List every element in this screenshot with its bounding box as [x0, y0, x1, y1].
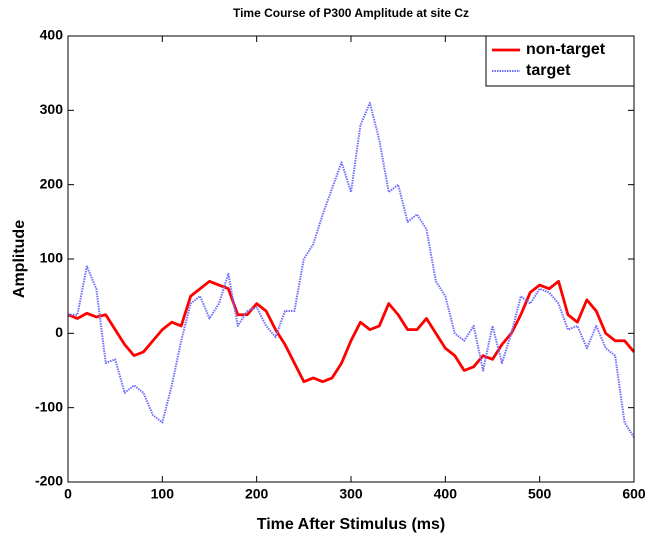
- line-series: [68, 101, 635, 438]
- y-axis-label: Amplitude: [11, 220, 28, 298]
- chart-title: Time Course of P300 Amplitude at site Cz: [233, 6, 469, 20]
- y-tick-label: 100: [40, 250, 64, 266]
- x-tick-label: 0: [64, 486, 72, 502]
- y-tick-label: -200: [35, 473, 63, 489]
- y-tick-label: 200: [40, 175, 64, 191]
- y-tick-label: -100: [35, 398, 63, 414]
- y-tick-label: 0: [55, 324, 63, 340]
- x-tick-label: 100: [151, 486, 175, 502]
- legend-label: non-target: [526, 41, 606, 58]
- plot-frame: [67, 35, 635, 483]
- x-tick-label: 200: [245, 486, 269, 502]
- y-tick-label: 300: [40, 101, 64, 117]
- x-tick-label: 400: [434, 486, 458, 502]
- legend-box: [485, 35, 635, 87]
- legend-label: target: [526, 62, 571, 79]
- x-tick-label: 600: [622, 486, 646, 502]
- x-axis-label: Time After Stimulus (ms): [257, 516, 445, 533]
- x-tick-label: 500: [528, 486, 552, 502]
- line-series: [67, 279, 636, 384]
- y-tick-label: 400: [40, 27, 64, 43]
- x-tick-label: 300: [339, 486, 363, 502]
